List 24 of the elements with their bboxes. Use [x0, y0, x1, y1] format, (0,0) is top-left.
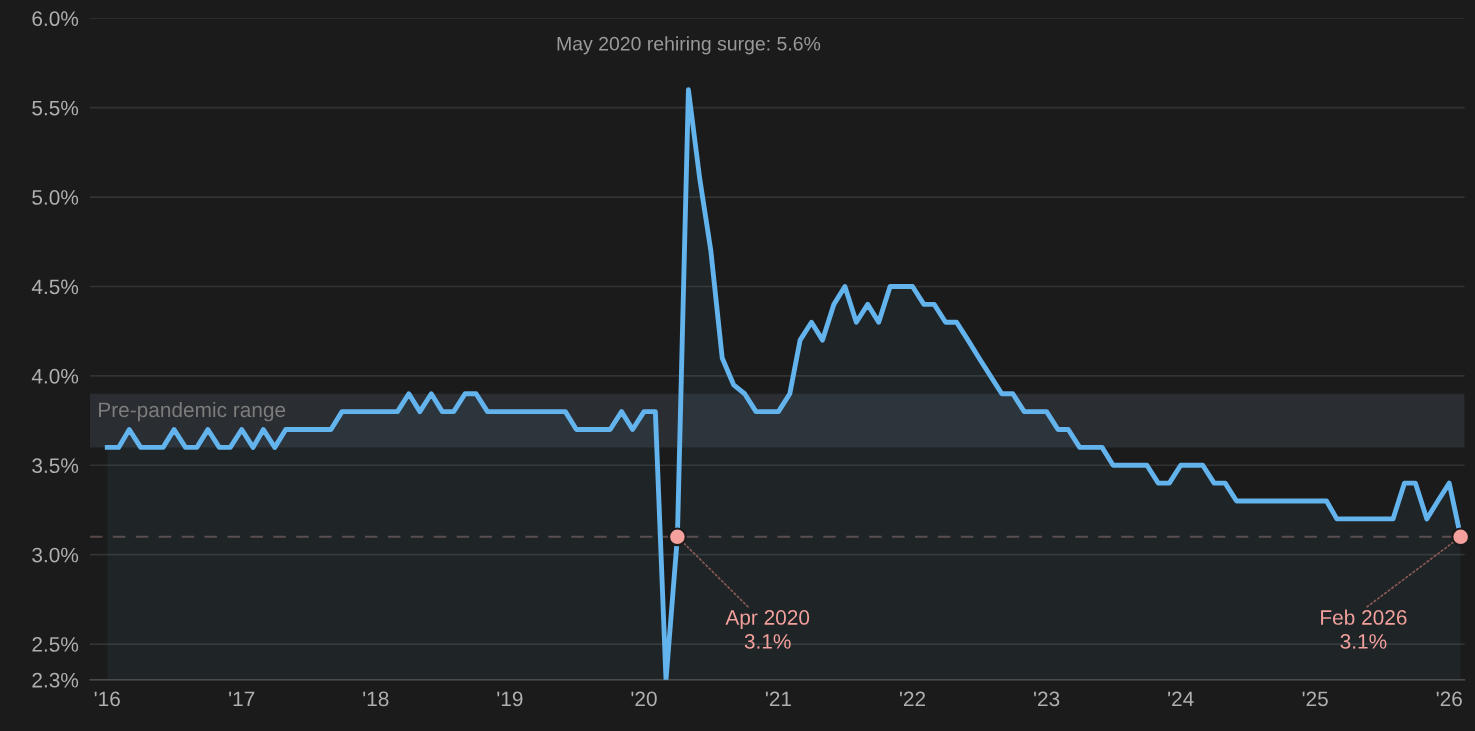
x-tick-label: '22	[900, 691, 926, 707]
x-tick-label: '21	[765, 691, 791, 707]
y-tick-label: 4.5%	[31, 279, 79, 295]
x-tick-label: '25	[1302, 691, 1328, 707]
x-tick-label: '16	[94, 691, 120, 707]
y-tick-label: 3.5%	[32, 458, 79, 474]
y-tick-label: 4.0%	[31, 368, 79, 384]
y-tick-label: 5.0%	[32, 190, 79, 205]
x-tick-label: '23	[1034, 691, 1060, 707]
y-tick-label: 5.5%	[32, 100, 79, 116]
x-tick-label: '26	[1436, 691, 1462, 707]
annotation: May 2020 rehiring surge: 5.6%	[557, 36, 821, 55]
annotation: Apr 2020 3.1%	[725, 610, 810, 649]
x-tick-label: '17	[229, 691, 255, 707]
x-tick-label: '19	[497, 691, 523, 707]
y-tick-label: 2.3%	[32, 672, 79, 688]
y-tick-label: 2.5%	[32, 637, 79, 652]
x-tick-label: '20	[631, 691, 657, 707]
annotation: Feb 2026 3.1%	[1321, 609, 1407, 649]
x-tick-label: '24	[1168, 691, 1194, 707]
y-tick-label: 3.0%	[32, 547, 79, 563]
band-label: Pre-pandemic range	[99, 401, 286, 422]
y-tick-label: 6.0%	[32, 11, 79, 27]
x-tick-label: '18	[363, 691, 389, 707]
